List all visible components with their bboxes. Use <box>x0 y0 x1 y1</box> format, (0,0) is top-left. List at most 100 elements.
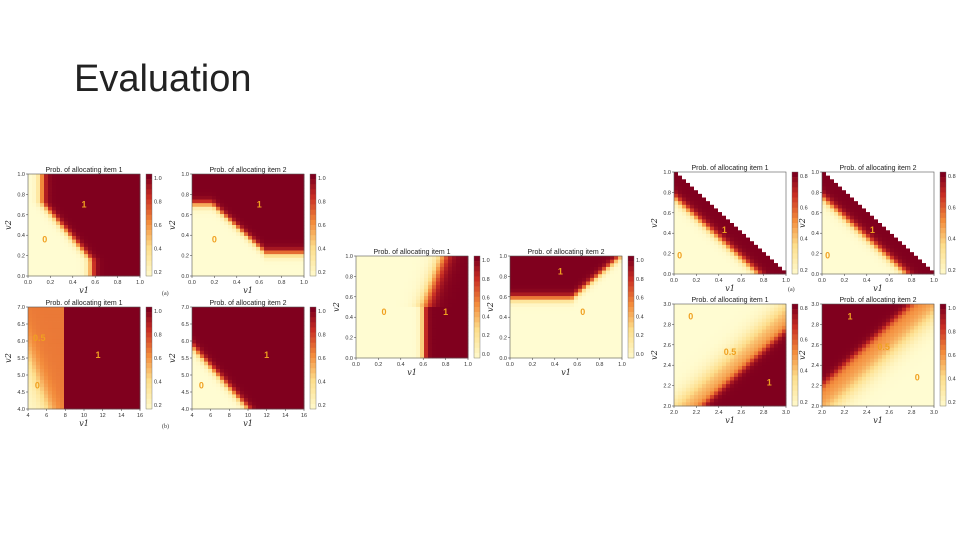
heatmap-cell <box>68 203 73 208</box>
colorbar-tick-label: 0.8 <box>154 333 162 339</box>
heatmap-cell <box>244 195 249 200</box>
heatmap-cell <box>412 296 417 301</box>
heatmap-cell <box>108 336 113 341</box>
heatmap-cell <box>240 188 245 193</box>
heatmap-cell <box>436 339 441 344</box>
heatmap-cell <box>368 332 373 337</box>
heatmap-cell <box>200 343 205 348</box>
heatmap-cell <box>208 314 213 319</box>
heatmap-cell <box>460 317 465 322</box>
heatmap-cell <box>412 336 417 341</box>
heatmap-cell <box>208 174 213 179</box>
heatmap-cell <box>570 277 575 282</box>
heatmap-cell <box>436 296 441 301</box>
heatmap-cell <box>288 225 293 230</box>
heatmap-cell <box>360 347 365 352</box>
heatmap-cell <box>412 350 417 355</box>
heatmap-cell <box>252 390 257 395</box>
heatmap-cell <box>120 206 125 211</box>
heatmap-cell <box>84 188 89 193</box>
heatmap-cell <box>224 325 229 330</box>
heatmap-cell <box>300 387 305 392</box>
heatmap-cell <box>208 350 213 355</box>
heatmap-cell <box>542 343 547 348</box>
heatmap-cell <box>204 257 209 262</box>
heatmap-cell <box>268 328 273 333</box>
heatmap-cell <box>60 217 65 222</box>
heatmap-cell <box>136 225 141 230</box>
heatmap-cell <box>610 317 615 322</box>
heatmap-cell <box>574 259 579 264</box>
heatmap-cell <box>526 281 531 286</box>
heatmap-cell <box>252 225 257 230</box>
heatmap-cell <box>52 321 57 326</box>
heatmap-cell <box>56 325 61 330</box>
heatmap-cell <box>606 277 611 282</box>
heatmap-cell <box>264 354 269 359</box>
heatmap-cell <box>208 307 213 312</box>
heatmap-cell <box>356 317 361 322</box>
heatmap-cell <box>252 321 257 326</box>
heatmap-cell <box>60 232 65 237</box>
heatmap-cell <box>280 184 285 189</box>
heatmap-cell <box>228 336 233 341</box>
heatmap-cell <box>88 188 93 193</box>
heatmap-cell <box>216 239 221 244</box>
heatmap-cell <box>220 246 225 251</box>
heatmap-cell <box>550 321 555 326</box>
heatmap-cell <box>212 225 217 230</box>
heatmap-cell <box>300 325 305 330</box>
heatmap-cell <box>40 254 45 259</box>
heatmap-cell <box>204 336 209 341</box>
y-tick-label: 7.0 <box>17 305 25 311</box>
heatmap-cell <box>104 317 109 322</box>
heatmap-cell <box>60 332 65 337</box>
heatmap-cell <box>64 246 69 251</box>
heatmap-cell <box>224 268 229 273</box>
heatmap-cell <box>404 332 409 337</box>
heatmap-cell <box>590 339 595 344</box>
heatmap-cell <box>192 317 197 322</box>
heatmap-cell <box>392 307 397 312</box>
heatmap-cell <box>460 321 465 326</box>
heatmap-cell <box>276 246 281 251</box>
heatmap-cell <box>224 254 229 259</box>
heatmap-cell <box>84 358 89 363</box>
heatmap-cell <box>300 268 305 273</box>
heatmap-cell <box>56 181 61 186</box>
heatmap-cell <box>260 347 265 352</box>
heatmap-cell <box>44 210 49 215</box>
heatmap-cell <box>124 307 129 312</box>
heatmap-cell <box>280 332 285 337</box>
heatmap-cell <box>280 321 285 326</box>
heatmap-cell <box>300 368 305 373</box>
heatmap-cell <box>40 228 45 233</box>
heatmap-cell <box>224 405 229 410</box>
heatmap-cell <box>228 203 233 208</box>
heatmap-cell <box>52 339 57 344</box>
heatmap-cell <box>252 184 257 189</box>
heatmap-cell <box>68 174 73 179</box>
heatmap-cell <box>36 174 41 179</box>
colorbar-segment <box>310 342 316 349</box>
heatmap-cell <box>72 174 77 179</box>
heatmap-cell <box>136 243 141 248</box>
heatmap-cell <box>424 314 429 319</box>
heatmap-cell <box>128 239 133 244</box>
heatmap-cell <box>136 339 141 344</box>
heatmap-cell <box>248 390 253 395</box>
heatmap-cell <box>404 303 409 308</box>
heatmap-cell <box>136 387 141 392</box>
heatmap-cell <box>128 317 133 322</box>
heatmap-cell <box>232 387 237 392</box>
heatmap-cell <box>108 321 113 326</box>
colorbar-tick-label: 1.0 <box>318 309 326 315</box>
heatmap-cell <box>220 188 225 193</box>
colorbar: 1.00.80.60.40.2 <box>309 173 326 277</box>
heatmap-p4: Prob. of allocating item 2 4 6 8 10 12 14 16 4.0… <box>168 298 326 428</box>
heatmap-cell <box>416 328 421 333</box>
heatmap-cell <box>40 314 45 319</box>
heatmap-cell <box>120 365 125 370</box>
heatmap-cell <box>296 368 301 373</box>
heatmap-cell <box>64 228 69 233</box>
